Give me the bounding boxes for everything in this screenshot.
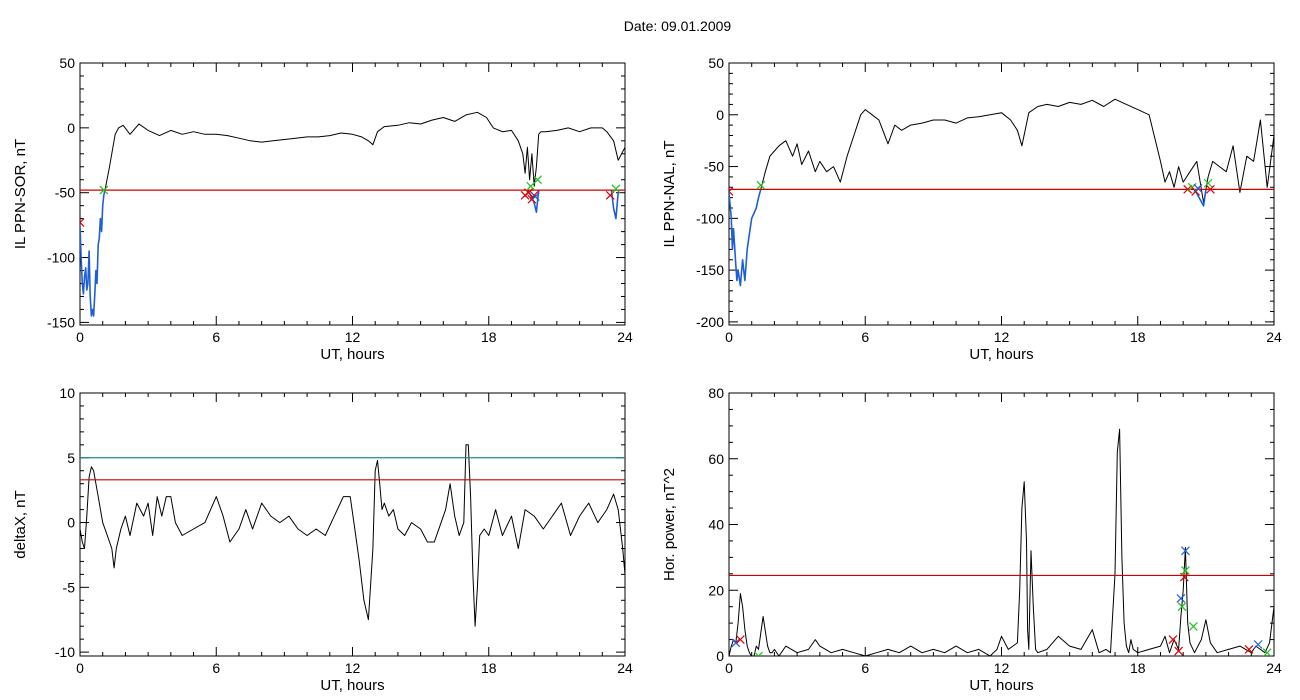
x-tick-label: 24 (1266, 329, 1282, 345)
y-tick-label: -50 (55, 185, 75, 201)
event-marker (754, 651, 763, 656)
x-tick-label: 12 (994, 329, 1010, 345)
event-marker (1181, 566, 1190, 575)
x-axis-title: UT, hours (969, 346, 1033, 363)
x-tick-label: 6 (861, 660, 869, 676)
event-marker (80, 218, 85, 227)
x-tick-label: 24 (1266, 660, 1282, 676)
event-marker (1262, 648, 1272, 656)
x-tick-label: 18 (481, 329, 497, 345)
y-tick-label: 0 (67, 120, 75, 136)
event-marker (1253, 640, 1263, 649)
y-tick-label: 80 (708, 385, 724, 401)
x-tick-label: 0 (76, 660, 84, 676)
plot-frame (728, 392, 1275, 657)
x-tick-label: 24 (617, 329, 633, 345)
y-tick-label: -150 (47, 314, 75, 330)
event-marker (756, 180, 766, 190)
y-tick-label: -5 (63, 579, 76, 595)
plot-frame (79, 392, 626, 657)
series-line (80, 444, 625, 627)
highlight-series-line (729, 189, 762, 287)
x-tick-label: 12 (994, 660, 1010, 676)
y-tick-label: 20 (708, 582, 724, 598)
event-marker (1177, 602, 1187, 612)
highlight-series-line (1193, 188, 1207, 207)
x-tick-label: 0 (725, 329, 733, 345)
x-axis-title: UT, hours (320, 346, 384, 363)
y-tick-label: -200 (696, 314, 724, 330)
plot-area (729, 98, 1274, 287)
plot-area (729, 428, 1274, 656)
y-tick-label: -50 (704, 159, 724, 175)
plot-area (80, 444, 625, 627)
event-marker (1181, 546, 1190, 556)
y-tick-label: -10 (55, 644, 75, 660)
event-marker (530, 192, 540, 202)
x-tick-label: 0 (76, 329, 84, 345)
x-tick-label: 18 (481, 660, 497, 676)
event-marker (731, 638, 741, 648)
series-line (760, 98, 1274, 204)
x-tick-label: 24 (617, 660, 633, 676)
chart-panel-deltax: 0 6 12 18 24 -10 -5 0 5 10 UT, hours deltaX, nT (12, 385, 633, 694)
chart-panel-il-sor: 0 6 12 18 24 -150 -100 -50 0 50 UT, hours IL PPN-SO… (12, 55, 633, 363)
y-axis-title: IL PPN-NAL, nT (661, 141, 678, 248)
event-marker (1203, 178, 1213, 188)
highlight-series-line (610, 190, 619, 220)
series-line (729, 428, 1274, 656)
y-tick-label: 5 (67, 450, 75, 466)
x-tick-label: 0 (725, 660, 733, 676)
x-tick-label: 6 (212, 329, 220, 345)
y-tick-label: 0 (716, 107, 724, 123)
y-tick-label: 50 (708, 55, 724, 71)
event-marker (1244, 645, 1254, 654)
event-marker (99, 185, 109, 195)
event-marker (524, 188, 533, 198)
event-marker (1176, 594, 1186, 603)
event-marker (1193, 183, 1203, 193)
x-tick-label: 12 (345, 329, 361, 345)
y-axis-title: Hor. power, nT^2 (661, 468, 678, 581)
x-tick-label: 6 (861, 329, 869, 345)
y-axis-title: IL PPN-SOR, nT (12, 139, 29, 249)
y-tick-label: 50 (59, 55, 75, 71)
plot-frame (79, 62, 626, 326)
y-tick-label: 10 (59, 385, 75, 401)
event-marker (1188, 621, 1198, 631)
event-marker (1168, 635, 1178, 644)
x-axis-title: UT, hours (969, 677, 1033, 694)
plot-area (80, 111, 625, 317)
y-tick-label: 0 (67, 515, 75, 531)
chart-panel-hor-power: 0 6 12 18 24 0 20 40 60 80 UT, hours Hor. power, nT… (661, 385, 1282, 694)
x-tick-label: 18 (1130, 660, 1146, 676)
event-marker (526, 181, 536, 191)
event-marker (1183, 184, 1193, 194)
event-marker (729, 186, 734, 196)
event-marker (1205, 184, 1215, 194)
series-line (104, 111, 625, 191)
event-marker (735, 635, 745, 644)
page-title: Date: 09.01.2009 (623, 18, 732, 34)
x-tick-label: 12 (345, 660, 361, 676)
y-tick-label: -150 (696, 262, 724, 278)
y-tick-label: 0 (716, 648, 724, 664)
y-tick-label: -100 (696, 210, 724, 226)
y-tick-label: 60 (708, 451, 724, 467)
chart-panel-il-nal: 0 6 12 18 24 -200 -150 -100 -50 0 50 UT, hours IL PP… (661, 55, 1282, 363)
event-marker (1174, 646, 1184, 656)
x-tick-label: 6 (212, 660, 220, 676)
event-marker (611, 184, 621, 194)
y-tick-label: 40 (708, 517, 724, 533)
x-axis-title: UT, hours (320, 677, 384, 694)
y-tick-label: -100 (47, 250, 75, 266)
y-axis-title: deltaX, nT (12, 490, 29, 558)
highlight-series-line (80, 189, 106, 317)
x-tick-label: 18 (1130, 329, 1146, 345)
